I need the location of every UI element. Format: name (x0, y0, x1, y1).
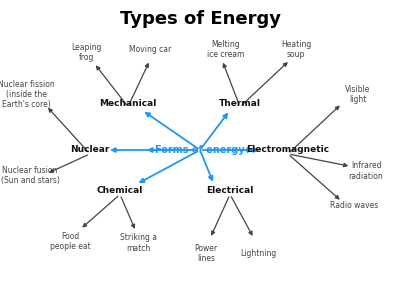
Text: Moving car: Moving car (129, 45, 171, 54)
Text: Nuclear fusion
(Sun and stars): Nuclear fusion (Sun and stars) (0, 166, 60, 185)
Text: Nuclear: Nuclear (70, 146, 110, 154)
Text: Melting
ice cream: Melting ice cream (207, 40, 245, 59)
Text: Power
lines: Power lines (194, 244, 218, 263)
Text: Forms of energy: Forms of energy (155, 145, 245, 155)
Text: Lightning: Lightning (240, 249, 276, 258)
Text: Mechanical: Mechanical (99, 99, 157, 108)
Text: Visible
light: Visible light (345, 85, 371, 104)
Text: Infrared
radiation: Infrared radiation (349, 161, 383, 181)
Text: Leaping
frog: Leaping frog (71, 43, 101, 62)
Text: Chemical: Chemical (97, 186, 143, 195)
Text: Thermal: Thermal (219, 99, 261, 108)
Text: Striking a
match: Striking a match (120, 233, 156, 253)
Text: Heating
soup: Heating soup (281, 40, 311, 59)
Text: Electromagnetic: Electromagnetic (246, 146, 330, 154)
Text: Nuclear fission
(inside the
Earth's core): Nuclear fission (inside the Earth's core… (0, 80, 54, 110)
Text: Food
people eat: Food people eat (50, 232, 90, 251)
Text: Types of Energy: Types of Energy (120, 11, 280, 28)
Text: Electrical: Electrical (206, 186, 254, 195)
Text: Radio waves: Radio waves (330, 201, 378, 210)
